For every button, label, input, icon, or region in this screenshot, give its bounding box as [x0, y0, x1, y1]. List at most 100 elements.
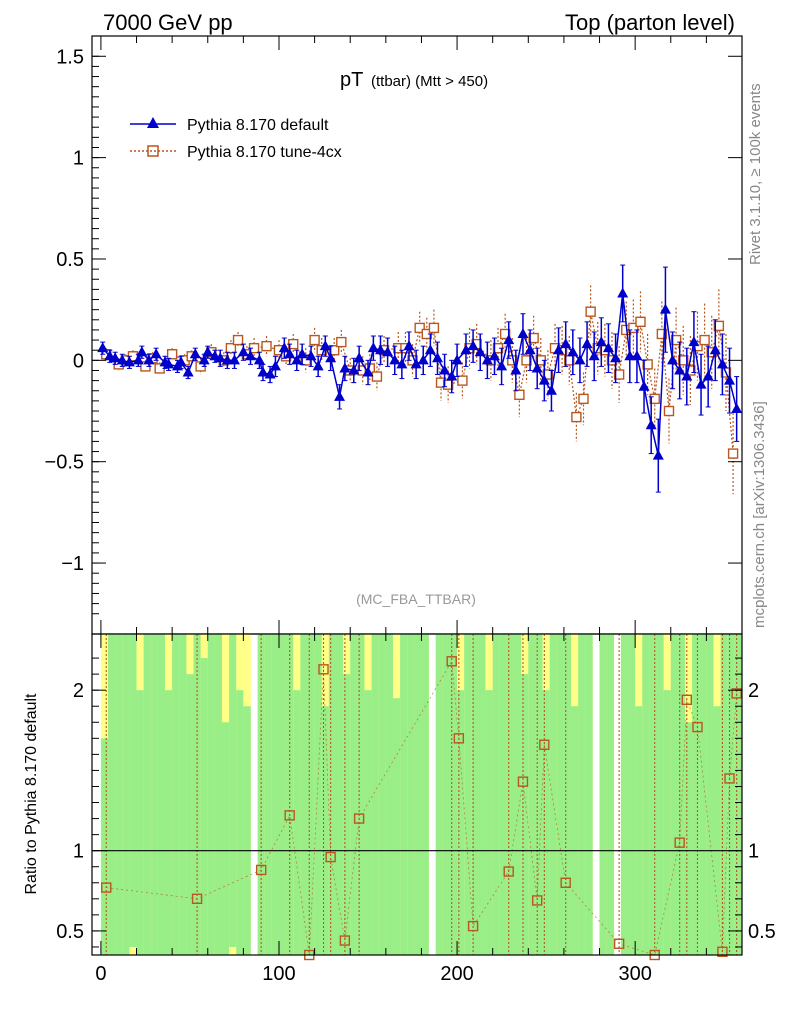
default-point: [496, 360, 508, 371]
ratio-inner-band: [449, 634, 458, 955]
ratio-inner-band: [635, 706, 643, 955]
default-point: [431, 352, 443, 363]
ratio-inner-band: [457, 690, 465, 955]
default-point: [553, 344, 565, 355]
default-point: [305, 350, 317, 361]
ratio-inner-band: [400, 634, 408, 955]
legend-marker-triangle: [147, 117, 159, 128]
default-point: [353, 352, 365, 363]
default-point: [481, 354, 493, 365]
default-point: [545, 384, 557, 395]
ratio-inner-band: [706, 634, 714, 955]
ratio-inner-band: [599, 634, 607, 955]
default-point: [319, 340, 331, 351]
default-point: [503, 334, 515, 345]
default-point: [163, 358, 175, 369]
tune-point: [514, 389, 525, 400]
ratio-inner-band: [243, 706, 251, 955]
ratio-inner-band: [407, 634, 415, 955]
ratio-inner-band: [720, 634, 729, 955]
default-point: [257, 366, 269, 377]
default-point: [198, 354, 210, 365]
ratio-inner-band: [335, 634, 344, 955]
legend: Pythia 8.170 default Pythia 8.170 tune-4…: [130, 117, 342, 161]
mcplots-label: mcplots.cern.ch [arXiv:1306.3436]: [751, 401, 768, 628]
default-point: [109, 352, 121, 363]
ratio-inner-band: [350, 634, 358, 955]
default-point: [688, 336, 700, 347]
ratio-inner-band: [293, 690, 301, 955]
ratio-point: [724, 773, 735, 784]
tune-point: [261, 340, 272, 352]
ratio-inner-band: [692, 634, 700, 955]
ratio-inner-band: [485, 690, 493, 955]
ratio-inner-band: [314, 634, 323, 955]
default-point: [488, 350, 500, 361]
ratio-inner-band: [229, 634, 237, 947]
ratio-inner-band: [214, 634, 223, 955]
tune-point: [649, 393, 660, 405]
ratio-inner-band: [357, 634, 365, 955]
tune-point: [166, 349, 178, 360]
ratio-inner-band: [649, 634, 657, 955]
default-point: [524, 344, 536, 355]
ratio-point: [674, 837, 685, 848]
default-point: [339, 362, 351, 373]
default-point: [716, 358, 728, 369]
tune-point: [232, 334, 244, 346]
default-point: [150, 348, 162, 359]
default-point: [362, 366, 374, 377]
ratio-inner-band: [620, 634, 629, 955]
default-point: [574, 354, 586, 365]
default-point: [182, 366, 194, 377]
default-point: [731, 402, 743, 413]
ratio-point: [353, 813, 365, 824]
default-point: [652, 449, 664, 460]
tune-point: [542, 369, 554, 380]
default-point: [244, 350, 256, 361]
ratio-y-tick-label-right: 0.5: [748, 921, 776, 943]
default-point: [567, 346, 579, 357]
ratio-inner-band: [343, 674, 351, 955]
ratio-inner-band: [528, 634, 536, 955]
default-point: [269, 360, 281, 371]
ratio-inner-band: [642, 634, 650, 955]
default-point: [264, 368, 276, 379]
main-y-tick-label: 0: [73, 350, 84, 372]
ratio-point: [446, 656, 457, 667]
ratio-y-tick-label-right: 2: [748, 680, 759, 702]
ratio-inner-band: [421, 634, 429, 955]
ratio-inner-band: [663, 690, 672, 955]
tune-point: [336, 336, 347, 348]
tune-point: [678, 355, 689, 366]
tune-point: [635, 316, 646, 328]
ratio-inner-band: [656, 634, 664, 955]
default-point: [417, 354, 429, 365]
ratio-inner-band: [514, 634, 522, 955]
ratio-point: [517, 776, 529, 787]
tune-point: [670, 334, 682, 346]
default-point: [581, 338, 593, 349]
default-point: [424, 344, 436, 355]
main-y-tick-label: −0.5: [45, 452, 84, 474]
legend-marker-square: [147, 145, 159, 157]
default-point: [610, 352, 622, 363]
default-point: [451, 354, 463, 365]
legend-entry-tune: Pythia 8.170 tune-4cx: [130, 144, 342, 161]
watermark: (MC_FBA_TTBAR): [356, 591, 476, 607]
ratio-inner-band: [464, 634, 472, 955]
default-point: [228, 354, 240, 365]
default-point: [467, 340, 479, 351]
default-point: [460, 344, 472, 355]
ratio-inner-band: [172, 634, 180, 955]
ratio-inner-band: [143, 634, 152, 955]
main-plot-data: [97, 264, 743, 495]
ratio-point: [613, 938, 625, 949]
main-panel: 1.5 1 0.5 0 −0.5 −1 pT (ttbar) (Mtt > 450) (M…: [45, 35, 743, 635]
ratio-inner-band: [300, 634, 308, 955]
ratio-inner-band: [115, 634, 123, 955]
ratio-inner-band: [179, 634, 187, 955]
default-point: [702, 370, 714, 381]
ratio-inner-band: [129, 634, 137, 947]
